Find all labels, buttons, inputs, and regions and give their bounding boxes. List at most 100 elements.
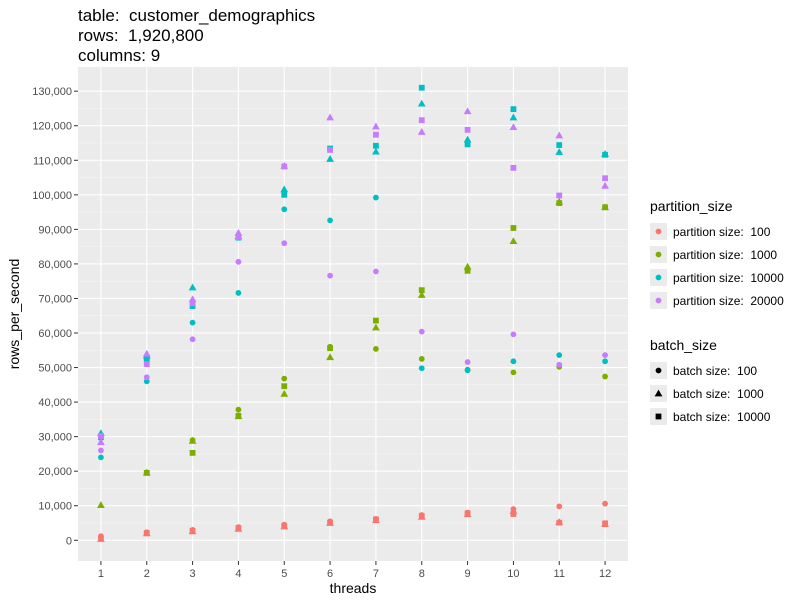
data-point xyxy=(327,272,333,279)
y-tick-label: 50,000 xyxy=(38,363,72,375)
data-point xyxy=(143,530,150,536)
data-point xyxy=(509,113,518,121)
legend-marker xyxy=(655,228,662,235)
data-point xyxy=(555,131,564,139)
legend-item-partition-10000: partition size: 10000 xyxy=(650,266,784,289)
chart-title-line-1: table: customer_demographics xyxy=(78,6,316,25)
data-point xyxy=(602,373,608,380)
data-point xyxy=(510,369,517,376)
data-point xyxy=(373,345,379,352)
data-point xyxy=(464,359,471,365)
data-point xyxy=(373,268,379,275)
data-point xyxy=(556,361,563,368)
data-point xyxy=(417,128,426,135)
data-point xyxy=(555,148,564,155)
data-point xyxy=(464,267,471,274)
data-point xyxy=(510,225,517,231)
x-tick-label: 1 xyxy=(98,568,104,580)
data-point xyxy=(602,151,608,158)
data-point xyxy=(235,258,242,265)
data-point xyxy=(463,107,472,115)
data-point xyxy=(509,123,518,131)
data-point xyxy=(326,353,334,361)
data-point xyxy=(235,290,242,296)
plot-panel xyxy=(78,67,628,561)
legend-key-swatch xyxy=(650,362,667,379)
data-point xyxy=(463,135,472,143)
data-point xyxy=(235,406,242,413)
legend-label: partition size: 1000 xyxy=(673,247,778,262)
legend-item-partition-100: partition size: 100 xyxy=(650,220,784,243)
legend-marker xyxy=(655,367,662,374)
data-point xyxy=(235,234,242,240)
data-point xyxy=(143,356,150,363)
y-tick-label: 30,000 xyxy=(38,432,72,444)
chart-title-line-3: columns: 9 xyxy=(78,46,161,65)
data-point xyxy=(373,131,379,138)
data-point xyxy=(418,328,425,335)
data-point xyxy=(463,262,472,270)
x-tick-label: 4 xyxy=(235,568,241,580)
legend-title-batch-size: batch_size xyxy=(650,337,717,353)
y-tick-label: 120,000 xyxy=(32,121,72,133)
data-point xyxy=(509,237,518,245)
data-point xyxy=(602,204,608,211)
legend-key-swatch xyxy=(650,385,667,402)
data-point xyxy=(281,522,288,529)
x-tick-label: 9 xyxy=(465,568,471,580)
chart-title-line-2: rows: 1,920,800 xyxy=(78,26,204,45)
data-point xyxy=(189,300,196,307)
data-point xyxy=(602,520,608,527)
data-point xyxy=(281,206,288,213)
legend-key-swatch xyxy=(650,269,667,286)
x-tick-label: 2 xyxy=(144,568,150,580)
legend-partition-size: partition_size partition size: 100 partit… xyxy=(650,198,784,312)
x-tick-label: 6 xyxy=(327,568,333,580)
chart-title-block: table: customer_demographics rows: 1,920… xyxy=(78,6,315,66)
legend-item-batch-10000: batch size: 10000 xyxy=(650,405,770,428)
data-point xyxy=(188,295,197,303)
data-point xyxy=(510,106,517,113)
data-point xyxy=(418,356,425,362)
legend-batch-size: batch_size batch size: 100 batch size: 10… xyxy=(650,337,770,428)
data-point xyxy=(281,375,288,382)
y-tick-label: 60,000 xyxy=(38,328,72,340)
data-point xyxy=(280,389,289,397)
data-points xyxy=(97,84,609,542)
legend-marker xyxy=(655,413,662,420)
data-point xyxy=(418,84,425,91)
legend-marker xyxy=(654,389,663,397)
data-point xyxy=(418,513,425,519)
data-point xyxy=(143,470,150,476)
legend-label: partition size: 10000 xyxy=(673,270,784,285)
data-point xyxy=(234,228,243,236)
x-tick-label: 12 xyxy=(599,568,611,580)
y-axis-label: rows_per_second xyxy=(6,259,22,370)
data-point xyxy=(556,192,563,199)
data-point xyxy=(142,349,151,357)
data-point xyxy=(601,181,609,189)
legend-marker xyxy=(655,274,662,281)
legend-title-partition-size: partition_size xyxy=(650,198,733,214)
data-point xyxy=(189,528,196,534)
legend-label: batch size: 100 xyxy=(673,363,758,378)
data-point xyxy=(373,317,379,324)
y-tick-label: 40,000 xyxy=(38,397,72,409)
data-point xyxy=(188,436,197,444)
data-point xyxy=(98,447,104,454)
x-tick-label: 3 xyxy=(190,568,196,580)
data-point xyxy=(602,352,608,359)
legend-item-partition-20000: partition size: 20000 xyxy=(650,289,784,312)
y-tick-label: 80,000 xyxy=(38,259,72,271)
x-tick-label: 7 xyxy=(373,568,379,580)
data-point xyxy=(602,358,608,365)
y-tick-label: 20,000 xyxy=(38,466,72,478)
legend-item-partition-1000: partition size: 1000 xyxy=(650,243,784,266)
data-point xyxy=(417,291,426,298)
data-point xyxy=(373,194,379,201)
legend-label: partition size: 100 xyxy=(673,224,771,239)
legend-item-batch-100: batch size: 100 xyxy=(650,359,770,382)
x-tick-label: 5 xyxy=(281,568,287,580)
data-point xyxy=(464,367,471,374)
data-point xyxy=(97,501,105,508)
